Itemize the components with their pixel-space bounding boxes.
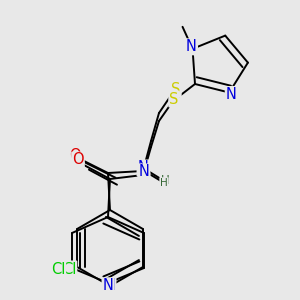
Text: O: O [69,148,81,163]
Text: N: N [138,160,148,175]
Text: Cl: Cl [62,262,76,277]
Text: H: H [160,178,168,188]
Text: N: N [226,87,237,102]
Text: N: N [103,278,113,293]
Text: N: N [186,39,197,54]
Text: H: H [160,175,169,188]
Text: S: S [169,92,179,106]
Text: O: O [72,152,84,167]
Text: N: N [139,164,149,179]
Text: N: N [105,278,116,293]
Text: S: S [171,82,181,97]
Text: Cl: Cl [51,262,65,278]
